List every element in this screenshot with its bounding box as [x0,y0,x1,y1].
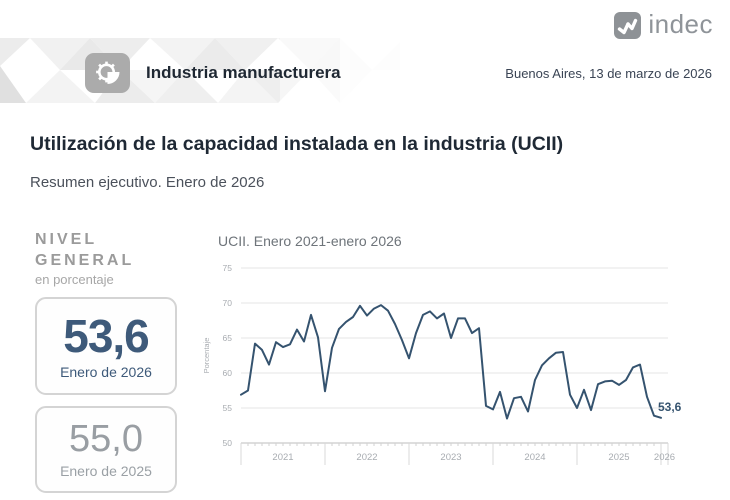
y-tick-label: 70 [223,298,233,308]
summary-panel: NIVEL GENERAL en porcentaje [35,229,177,287]
indec-logo-icon [614,11,642,39]
stat-card-previous: 55,0 Enero de 2025 [35,406,177,493]
report-subtitle: Resumen ejecutivo. Enero de 2026 [30,174,265,191]
x-year-label: 2023 [440,452,461,463]
y-tick-label: 50 [223,438,233,448]
y-tick-label: 75 [223,263,233,273]
dateline: Buenos Aires, 13 de marzo de 2026 [505,66,712,81]
report-title: Utilización de la capacidad instalada en… [30,133,564,155]
y-axis-title: Porcentaje [202,338,211,374]
current-period: Enero de 2026 [60,363,152,380]
ucii-line-chart: 50 55 60 65 70 75 Porcentaje 2021 2022 2023 2024 20… [200,255,700,490]
panel-label-line2: GENERAL [35,252,135,269]
x-year-label: 2025 [608,452,629,463]
header-band-pattern [0,38,470,103]
x-year-label: 2022 [356,452,377,463]
y-tick-label: 60 [223,368,233,378]
stat-card-current: 53,6 Enero de 2026 [35,297,177,395]
panel-unit-label: en porcentaje [35,272,114,287]
end-value-label: 53,6 [658,400,682,414]
x-year-label: 2021 [272,452,293,463]
y-tick-label: 65 [223,333,233,343]
indec-logo: indec [614,11,713,39]
indec-logo-text: indec [648,9,713,39]
y-tick-label: 55 [223,403,233,413]
chart-title: UCII. Enero 2021-enero 2026 [218,233,402,249]
previous-period: Enero de 2025 [60,463,152,479]
x-year-label: 2024 [524,452,545,463]
panel-label-line1: NIVEL [35,231,98,248]
ucii-chart-svg: 50 55 60 65 70 75 Porcentaje 2021 2022 2023 2024 20… [202,263,682,465]
previous-value: 55,0 [69,418,143,460]
section-title: Industria manufacturera [146,63,341,82]
industry-gear-icon [85,53,130,93]
ucii-series-line [240,304,662,420]
x-year-label: 2026 [654,452,675,463]
current-value: 53,6 [63,309,150,362]
